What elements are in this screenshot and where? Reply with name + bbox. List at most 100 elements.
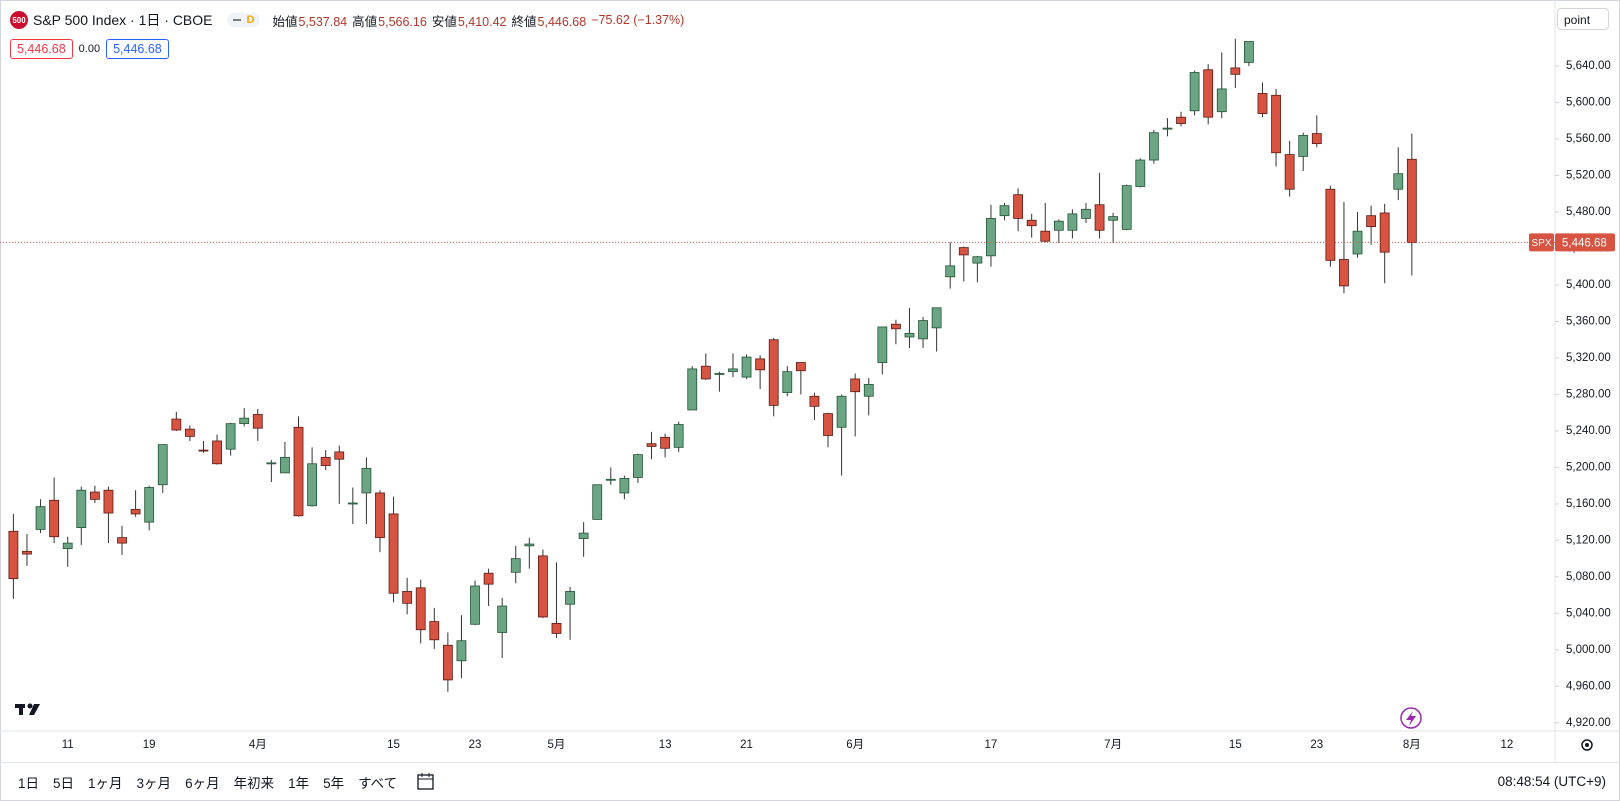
y-tick-label: 4,960.00 (1566, 680, 1611, 692)
settings-icon[interactable] (1581, 739, 1593, 751)
candle-body (320, 456, 331, 466)
candle-body (429, 621, 440, 641)
ohlc-label: 安値 (431, 14, 457, 29)
candle-body (728, 368, 738, 373)
candle-body (1311, 133, 1322, 145)
y-tick-label: 5,080.00 (1566, 571, 1611, 583)
y-tick-label: 5,000.00 (1566, 644, 1611, 656)
range-button[interactable]: 3ヶ月 (136, 776, 172, 791)
candle-body (850, 378, 861, 393)
candle-body (1244, 41, 1254, 63)
candle-body (1162, 127, 1173, 130)
candle-body (1148, 132, 1159, 161)
change: −75.62 (−1.37%) (591, 13, 685, 27)
candle-body (103, 489, 114, 514)
y-tick-label: 5,560.00 (1566, 133, 1611, 145)
candle-body (1094, 204, 1105, 231)
candle-body (375, 492, 385, 539)
candle-body (252, 414, 263, 429)
candle-body (768, 339, 779, 406)
x-tick-label: 19 (143, 739, 156, 751)
candle-body (35, 506, 46, 530)
sell-price[interactable]: 5,446.68 (10, 39, 73, 59)
ohlc-label: 高値 (352, 14, 378, 29)
ohlc-value: 5,566.16 (378, 14, 427, 29)
y-tick-label: 5,120.00 (1566, 534, 1611, 546)
candle-body (700, 365, 711, 380)
lightning-icon[interactable] (1400, 707, 1422, 729)
candle-body (1325, 188, 1336, 261)
y-tick-label: 5,600.00 (1566, 97, 1611, 109)
candle-body (415, 587, 426, 631)
buy-price[interactable]: 5,446.68 (106, 39, 169, 59)
candle-body (904, 332, 915, 338)
ohlc-low: 安値5,410.42 (432, 11, 507, 30)
candle-body (741, 356, 752, 378)
candle-body (1393, 173, 1404, 190)
candle-body (782, 371, 793, 394)
candle-body (442, 644, 453, 681)
candle-body (1366, 215, 1376, 228)
range-button[interactable]: 6ヶ月 (185, 776, 220, 791)
candle-body (157, 444, 168, 486)
candle-body (89, 491, 100, 500)
symbol-header: 500 S&P 500 Index · 1日 · CBOE D 始値5,537.… (10, 10, 684, 30)
candle-body (809, 395, 820, 407)
candle-body (986, 218, 996, 257)
y-tick-label: 5,200.00 (1566, 461, 1611, 473)
calendar-icon[interactable] (415, 772, 437, 792)
candle-body (1257, 93, 1268, 114)
candle-body (863, 384, 874, 397)
candle-body (1067, 213, 1078, 231)
candle-body (538, 555, 548, 618)
y-tick-label: 5,640.00 (1566, 60, 1611, 72)
candle-body (130, 508, 141, 515)
ohlc-label: 始値 (272, 14, 298, 29)
range-button[interactable]: 年初来 (233, 776, 275, 791)
candle-body (823, 413, 833, 436)
status-pill[interactable]: D (226, 13, 261, 27)
candle-body (687, 368, 698, 411)
candle-body (225, 423, 236, 450)
candle-body (117, 537, 127, 544)
candle-body (239, 417, 250, 425)
candle-body (1121, 185, 1132, 230)
symbol-title: S&P 500 Index · 1日 · CBOE (33, 12, 213, 28)
ohlc-label: 終値 (511, 14, 537, 29)
candle-body (49, 499, 60, 538)
candle-body (551, 622, 562, 634)
candle-body (1216, 88, 1227, 113)
x-tick-label: 15 (387, 739, 400, 751)
y-tick-label: 5,040.00 (1566, 607, 1611, 619)
range-button[interactable]: 1ヶ月 (88, 776, 123, 791)
candle-body (1284, 154, 1295, 190)
scale-button[interactable]: point (1557, 8, 1609, 30)
candle-body (1026, 219, 1037, 227)
ohlc-open: 始値5,537.84 (272, 11, 347, 30)
range-button[interactable]: 5日 (53, 776, 75, 791)
candle-body (198, 449, 209, 452)
ohlc-value: 5,410.42 (457, 14, 507, 29)
price-badge (1555, 233, 1615, 252)
x-tick-label: 4月 (249, 739, 267, 751)
candle-body (795, 362, 806, 372)
y-tick-label: 5,240.00 (1566, 425, 1611, 437)
range-buttons: 1日 5日 1ヶ月 3ヶ月 6ヶ月 年初来 1年 5年 すべて (12, 769, 403, 795)
candle-body (592, 484, 603, 520)
candle-body (999, 205, 1010, 217)
range-button[interactable]: 1日 (18, 776, 40, 791)
y-tick-label: 5,400.00 (1566, 279, 1611, 291)
candle-body (891, 323, 901, 330)
x-tick-label: 8月 (1403, 739, 1421, 751)
range-button[interactable]: 1年 (288, 776, 310, 791)
candle-body (402, 591, 413, 604)
price-badges: 5,446.68 0.00 5,446.68 (10, 39, 169, 59)
range-button[interactable]: すべて (358, 776, 398, 791)
candle-body (1176, 116, 1186, 124)
range-button[interactable]: 5年 (323, 776, 345, 791)
candle-body (307, 463, 317, 507)
ohlc-close: 終値5,446.68 (512, 11, 587, 30)
candle-body (1298, 135, 1309, 157)
candle-body (510, 558, 521, 573)
